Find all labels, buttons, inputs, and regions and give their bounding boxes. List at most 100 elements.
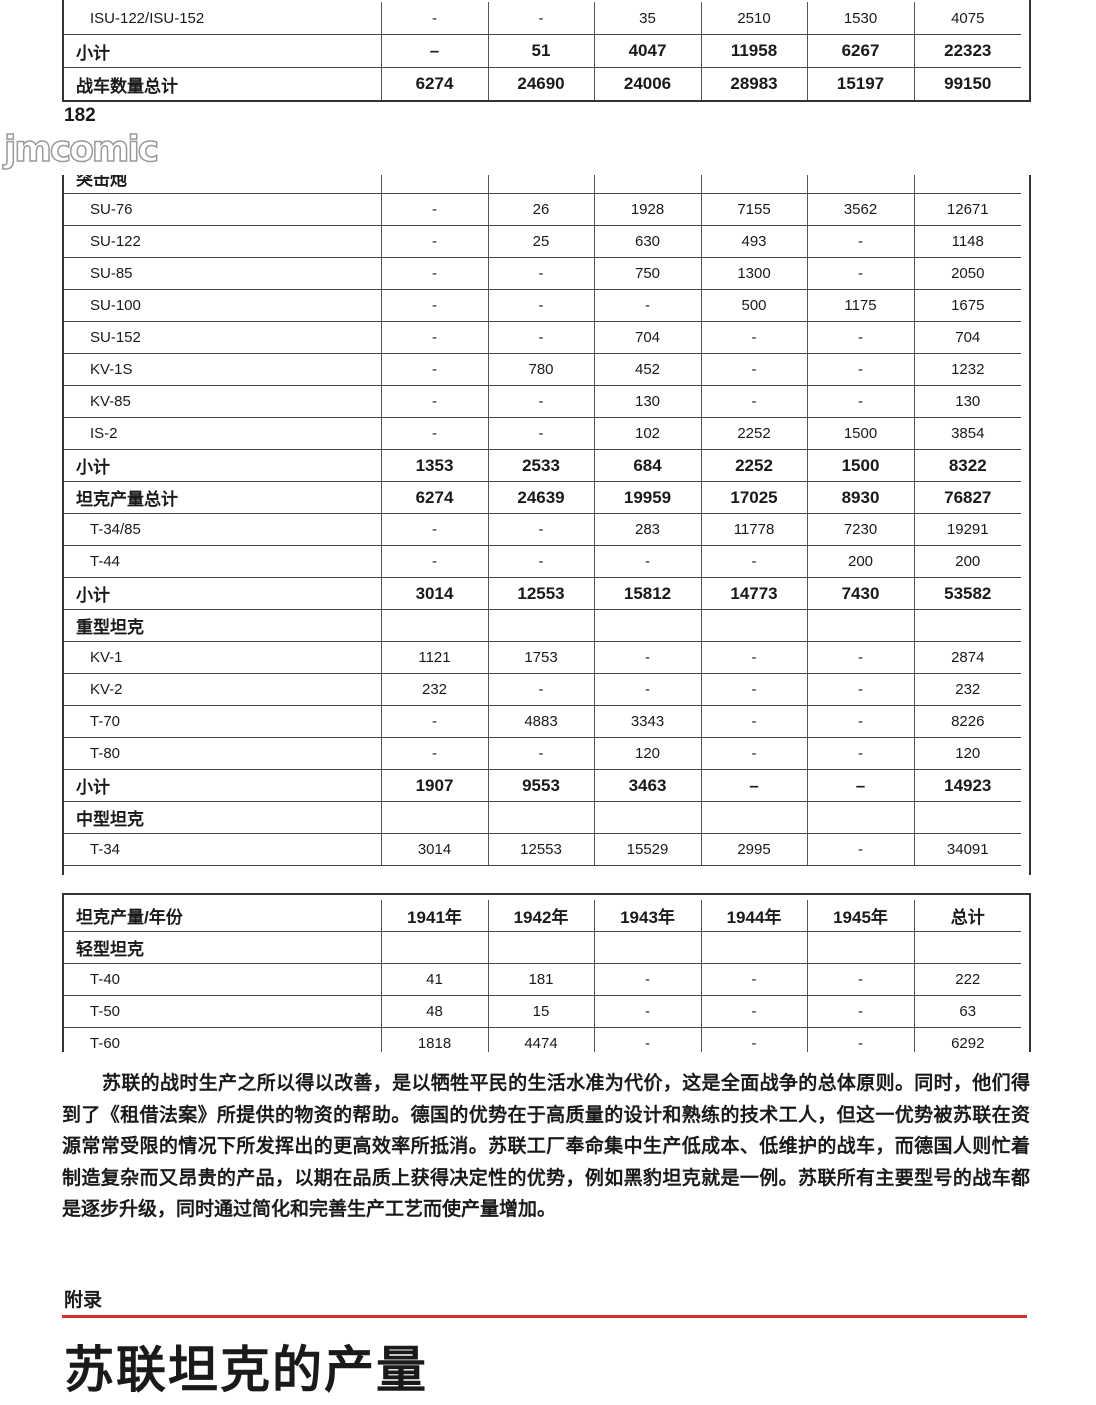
cell-value: 1907 bbox=[380, 769, 488, 802]
cell-value bbox=[806, 801, 914, 834]
cell-value: - bbox=[806, 1027, 914, 1052]
row-label: ISU-122/ISU-152 bbox=[64, 2, 381, 35]
row-label: 突击炮 bbox=[64, 175, 381, 194]
cell-value: 51 bbox=[487, 34, 594, 68]
production-table-bottom: 坦克产量/年份 1941年 1942年 1943年 1944年 1945年 总计 轻型坦克 T-… bbox=[64, 900, 1021, 1052]
cell-value: - bbox=[593, 995, 701, 1028]
cell-value: - bbox=[380, 545, 488, 578]
cell-value bbox=[913, 801, 1021, 834]
cell-value bbox=[806, 175, 914, 194]
cell-value: 283 bbox=[593, 513, 701, 546]
cell-value: 1928 bbox=[593, 193, 701, 226]
cell-value: 1942年 bbox=[487, 900, 594, 932]
table-row: T-50 48 15- - -63 bbox=[64, 995, 1021, 1028]
cell-value: - bbox=[806, 641, 914, 674]
row-label: 小计 bbox=[64, 449, 381, 482]
cell-value: 4474 bbox=[487, 1027, 594, 1052]
cell-value: 120 bbox=[913, 737, 1021, 770]
cell-value: 24690 bbox=[487, 67, 594, 100]
row-label: SU-152 bbox=[64, 321, 381, 354]
table-row: T-80- -120- -120 bbox=[64, 737, 1021, 770]
cell-value: 630 bbox=[593, 225, 701, 258]
table-row: SU-122-25 630 493-1148 bbox=[64, 225, 1021, 258]
row-label: SU-100 bbox=[64, 289, 381, 322]
cell-value: 15197 bbox=[806, 67, 914, 100]
cell-value: - bbox=[380, 385, 488, 418]
cell-value: 200 bbox=[806, 545, 914, 578]
row-label: T-40 bbox=[64, 963, 381, 996]
cell-value: - bbox=[806, 995, 914, 1028]
cell-value bbox=[700, 801, 807, 834]
cell-value: - bbox=[380, 193, 488, 226]
cell-value: 1943年 bbox=[593, 900, 701, 932]
table-segment-top: ISU-122/ISU-152- -35 2510 1530 4075 小计 –51 4047… bbox=[62, 0, 1031, 102]
cell-value: - bbox=[700, 963, 807, 996]
cell-value: 2252 bbox=[700, 449, 807, 482]
cell-value: 130 bbox=[913, 385, 1021, 418]
table-section-row: 中型坦克 bbox=[64, 801, 1021, 834]
cell-value: - bbox=[487, 385, 594, 418]
cell-value: - bbox=[806, 833, 914, 866]
cell-value bbox=[380, 175, 488, 194]
cell-value: 704 bbox=[913, 321, 1021, 354]
cell-value: - bbox=[380, 353, 488, 386]
table-row: 小计 3014 12553 15812 14773 7430 53582 bbox=[64, 577, 1021, 610]
cell-value: - bbox=[700, 353, 807, 386]
table-row: ISU-122/ISU-152- -35 2510 1530 4075 bbox=[64, 2, 1021, 35]
cell-value: - bbox=[380, 737, 488, 770]
cell-value: 53582 bbox=[913, 577, 1021, 610]
cell-value: 2050 bbox=[913, 257, 1021, 290]
table-row: SU-76-26 1928 7155 3562 12671 bbox=[64, 193, 1021, 226]
cell-value: 6274 bbox=[380, 67, 488, 100]
cell-value bbox=[487, 931, 594, 964]
cell-value: 7430 bbox=[806, 577, 914, 610]
cell-value: – bbox=[700, 769, 807, 802]
cell-value: 750 bbox=[593, 257, 701, 290]
cell-value: - bbox=[806, 963, 914, 996]
row-label: 轻型坦克 bbox=[64, 931, 381, 964]
cell-value: 8930 bbox=[806, 481, 914, 514]
cell-value: 102 bbox=[593, 417, 701, 450]
row-label: 小计 bbox=[64, 34, 381, 68]
cell-value: - bbox=[806, 257, 914, 290]
row-label: T-80 bbox=[64, 737, 381, 770]
cell-value: 1353 bbox=[380, 449, 488, 482]
cell-value: 452 bbox=[593, 353, 701, 386]
section-label: 附录 bbox=[64, 1289, 103, 1311]
row-label: SU-76 bbox=[64, 193, 381, 226]
row-label: SU-85 bbox=[64, 257, 381, 290]
cell-value: 222 bbox=[913, 963, 1021, 996]
cell-value bbox=[487, 175, 594, 194]
cell-value: 41 bbox=[380, 963, 488, 996]
row-label: T-60 bbox=[64, 1027, 381, 1052]
cell-value: 12671 bbox=[913, 193, 1021, 226]
table-row: SU-100- - -500 1175 1675 bbox=[64, 289, 1021, 322]
cell-value: - bbox=[593, 1027, 701, 1052]
cell-value: 9553 bbox=[487, 769, 594, 802]
cell-value: 1121 bbox=[380, 641, 488, 674]
row-label: KV-1 bbox=[64, 641, 381, 674]
cell-value: - bbox=[700, 995, 807, 1028]
row-label: 小计 bbox=[64, 577, 381, 610]
cell-value: 1945年 bbox=[806, 900, 914, 932]
cell-value: 6267 bbox=[806, 34, 914, 68]
table-section-row: 突击炮 bbox=[64, 175, 1021, 194]
row-label: T-34/85 bbox=[64, 513, 381, 546]
cell-value: 11778 bbox=[700, 513, 807, 546]
cell-value: 19959 bbox=[593, 481, 701, 514]
table-section-row: 轻型坦克 bbox=[64, 931, 1021, 964]
cell-value: - bbox=[700, 737, 807, 770]
cell-value: 24006 bbox=[593, 67, 701, 100]
table-row: 坦克产量总计 6274 24639 19959 17025 8930 76827 bbox=[64, 481, 1021, 514]
cell-value bbox=[913, 931, 1021, 964]
cell-value: - bbox=[806, 321, 914, 354]
table-row: SU-85- -750 1300-2050 bbox=[64, 257, 1021, 290]
cell-value: 2995 bbox=[700, 833, 807, 866]
cell-value: - bbox=[806, 385, 914, 418]
cell-value bbox=[380, 931, 488, 964]
cell-value: - bbox=[593, 289, 701, 322]
cell-value: - bbox=[380, 513, 488, 546]
cell-value: 15812 bbox=[593, 577, 701, 610]
cell-value: 11958 bbox=[700, 34, 807, 68]
cell-value: - bbox=[700, 705, 807, 738]
